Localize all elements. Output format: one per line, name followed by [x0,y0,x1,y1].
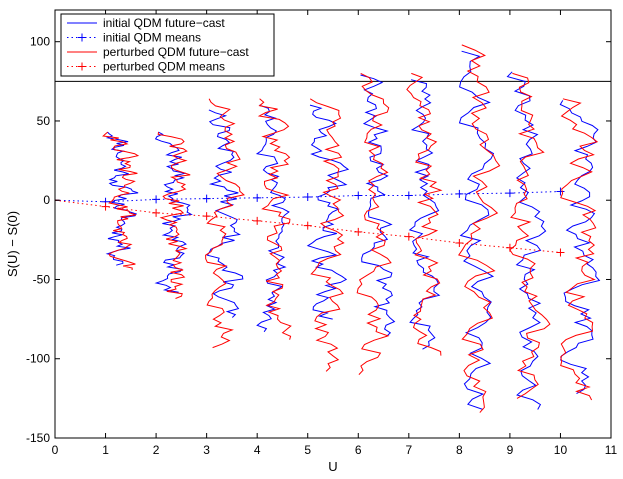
legend-entry-label: initial QDM means [103,31,201,45]
distribution-trace-u4-perturbed [257,98,292,340]
initial-mean-marker [152,195,161,204]
perturbed-mean-marker [455,239,464,248]
distribution-trace-u4-initial [255,104,290,333]
distribution-trace-u2-perturbed [157,132,191,299]
distribution-trace-u7-perturbed [406,72,443,356]
x-tick-label: 4 [254,443,261,457]
legend-swatch-plus [78,33,86,42]
distribution-trace-u1-initial [105,131,139,266]
y-tick-label: -50 [33,272,51,286]
x-tick-label: 8 [456,443,463,457]
distribution-trace-u5-initial [306,104,350,320]
perturbed-mean-marker [354,227,363,236]
y-axis-label: S(U) − S(0) [5,211,20,277]
x-tick-label: 10 [554,443,568,457]
y-tick-label: -100 [26,352,50,366]
perturbed-mean-marker [152,208,161,217]
plot-area [55,44,611,413]
distribution-trace-u10-perturbed [560,98,599,401]
distribution-trace-u10-initial [559,100,601,395]
legend-box [60,13,275,77]
legend-entry-label: perturbed QDM means [103,60,225,74]
perturbed-mean-marker [101,202,110,211]
distribution-trace-u6-initial [360,74,396,337]
initial-mean-marker [354,191,363,200]
x-tick-label: 7 [405,443,412,457]
distribution-trace-u9-initial [506,71,547,410]
x-tick-label: 9 [507,443,514,457]
x-tick-label: 2 [153,443,160,457]
distribution-trace-u3-perturbed [205,98,245,349]
legend-swatch-plus [78,62,86,71]
plot-content [55,44,611,413]
initial-mean-marker [505,189,514,198]
initial-mean-marker [202,194,211,203]
perturbed-mean-marker [253,216,262,225]
initial-mean-marker [303,193,312,202]
x-tick-label: 6 [355,443,362,457]
axes-frame [54,9,612,439]
perturbed-mean-marker [303,221,312,230]
y-tick-label: 0 [43,193,50,207]
distribution-trace-u1-perturbed [102,131,140,271]
legend-entry-label: perturbed QDM future−cast [103,45,249,59]
perturbed-means-line [55,199,561,253]
distribution-trace-u2-initial [154,131,193,293]
y-tick-label: 100 [30,35,50,49]
x-axis-label: U [328,459,337,474]
initial-mean-marker [556,187,565,196]
x-tick-label: 1 [102,443,109,457]
distribution-trace-u8-perturbed [457,44,501,413]
distribution-trace-u6-perturbed [356,72,392,375]
initial-mean-marker [404,191,413,200]
x-tick-label: 0 [52,443,59,457]
x-tick-label: 11 [605,443,618,457]
initial-mean-marker [253,193,262,202]
distribution-trace-u9-perturbed [509,72,551,399]
legend-entry-label: initial QDM future−cast [103,16,225,30]
perturbed-mean-marker [505,243,514,252]
x-tick-label: 5 [304,443,311,457]
distribution-trace-u8-initial [458,50,495,410]
perturbed-mean-marker [404,232,413,241]
x-tick-label: 3 [203,443,210,457]
axes: 0 1 2 3 4 5 6 7 8 9 10 11 -150 -100 -50 0 50 100 [26,9,618,457]
distribution-trace-u7-initial [408,79,441,350]
distribution-trace-u3-initial [206,109,244,318]
perturbed-mean-marker [556,248,565,257]
y-tick-label: -150 [26,431,50,445]
y-tick-label: 50 [37,114,51,128]
initial-mean-marker [455,189,464,198]
distribution-trace-u5-perturbed [309,98,345,372]
perturbed-mean-marker [202,212,211,221]
